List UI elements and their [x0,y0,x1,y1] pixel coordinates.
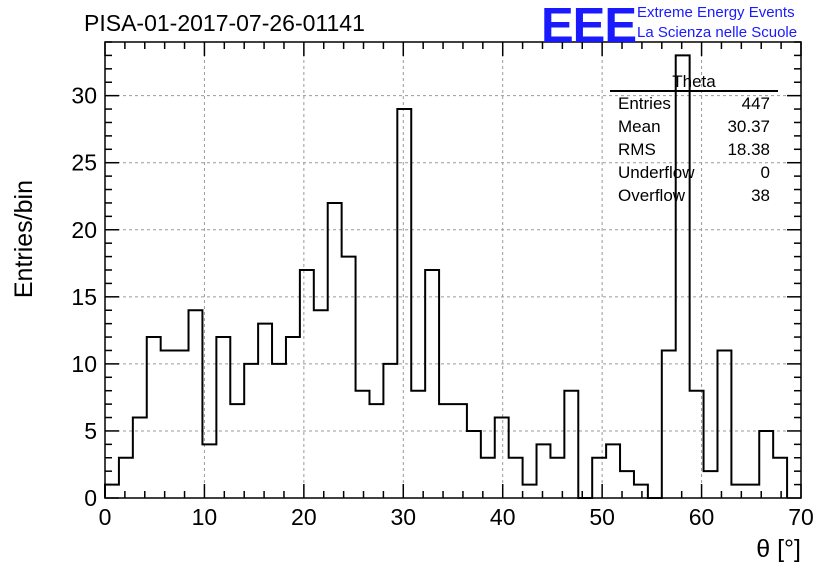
x-tick-label: 20 [291,504,317,530]
y-tick-label: 10 [71,351,97,377]
histogram-bin [509,458,523,498]
histogram-bin [634,485,648,498]
histogram-bin [606,444,620,498]
histogram-bin [175,350,189,498]
histogram-bin [189,310,203,498]
y-tick-label: 0 [84,485,97,511]
histogram-bin [342,257,356,498]
histogram-bin [230,404,244,498]
eee-logo: EEE [541,0,637,53]
stats-value: 18.38 [727,140,770,159]
histogram-bin [105,485,119,498]
histogram-bin [717,350,731,498]
histogram-bin [467,431,481,498]
axis-tick-labels: 0 10 20 30 40 50 60 70 0 5 10 15 20 25 30 [71,83,813,530]
histogram-bin [439,404,453,498]
histogram-bin [216,337,230,498]
x-tick-label: 70 [788,504,814,530]
x-tick-label: 50 [589,504,615,530]
run-title: PISA-01-2017-07-26-01141 [84,10,365,36]
stats-value: 447 [741,94,770,113]
histogram-bin [356,391,370,498]
y-tick-label: 25 [71,150,97,176]
stats-key: Underflow [618,163,695,182]
histogram-bin [676,55,690,498]
histogram-bin [453,404,467,498]
y-tick-label: 5 [84,418,97,444]
x-tick-label: 0 [99,504,112,530]
histogram-bin [592,458,606,498]
histogram-bin [119,458,133,498]
histogram-bin [745,485,759,498]
histogram-bin [161,350,175,498]
histogram-bin [564,391,578,498]
logo-caption-line2: La Scienza nelle Scuole [637,24,798,41]
histogram-bin [258,324,272,498]
histogram-bin [411,391,425,498]
histogram-bin [523,485,537,498]
histogram-bin [328,203,342,498]
histogram-series [104,54,789,499]
histogram-bin [773,458,787,498]
axis-ticks [104,41,802,499]
histogram-bin [495,418,509,498]
histogram-bin [300,270,314,498]
histogram-bin [537,444,551,498]
stats-key: RMS [618,140,656,159]
grid-lines [105,42,801,498]
histogram-bin [425,270,439,498]
x-axis-label: θ [°] [756,535,801,563]
x-tick-label: 60 [689,504,715,530]
x-tick-label: 40 [490,504,516,530]
x-tick-label: 30 [390,504,416,530]
stats-key: Overflow [618,186,686,205]
histogram-outline [104,54,789,499]
y-axis-label: Entries/bin [10,180,38,298]
histogram-bin [704,471,718,498]
histogram-bin [731,485,745,498]
logo-caption-line1: Extreme Energy Events [637,4,795,21]
histogram-bin [759,431,773,498]
stats-key: Entries [618,94,671,113]
y-tick-label: 20 [71,217,97,243]
stats-value: 0 [760,163,770,182]
stats-box-title: Theta [672,72,716,91]
y-tick-label: 30 [71,83,97,109]
histogram-bin [314,310,328,498]
histogram-bin [662,350,676,498]
stats-value: 38 [751,186,770,205]
histogram-bin [147,337,161,498]
histogram-bin [133,418,147,498]
histogram-bin [286,337,300,498]
histogram-bin [397,109,411,498]
stats-value: 30.37 [727,117,770,136]
x-tick-label: 10 [192,504,218,530]
stats-key: Mean [618,117,661,136]
y-tick-label: 15 [71,284,97,310]
histogram-bin [369,404,383,498]
plot-frame [104,41,802,499]
stats-box-divider [610,90,778,92]
